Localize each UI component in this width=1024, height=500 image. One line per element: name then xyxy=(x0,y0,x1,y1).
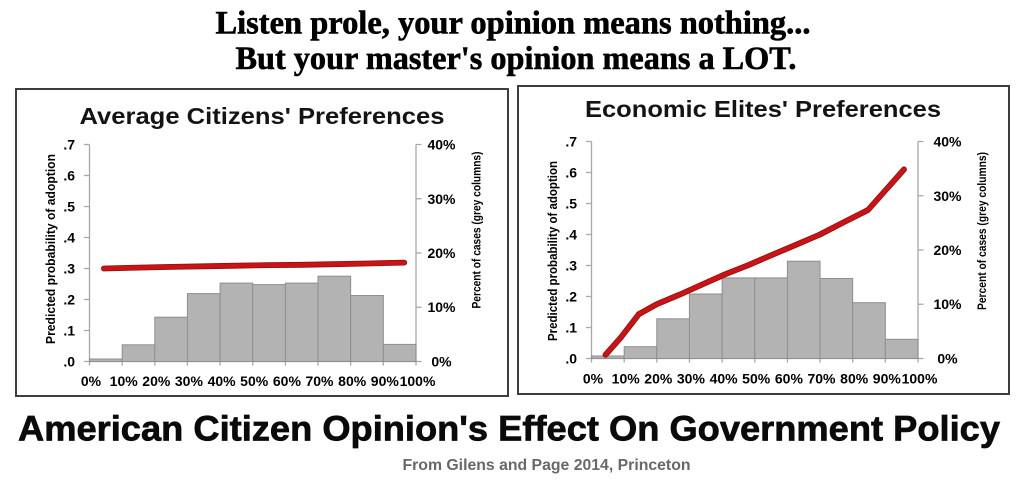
svg-text:Percent of cases (grey columns: Percent of cases (grey columns) xyxy=(975,152,989,310)
svg-text:.1: .1 xyxy=(565,320,577,336)
svg-text:Economic Elites' Preferences: Economic Elites' Preferences xyxy=(585,96,941,122)
svg-text:0%: 0% xyxy=(431,354,452,370)
svg-text:.1: .1 xyxy=(63,323,75,339)
svg-text:.3: .3 xyxy=(63,261,75,277)
svg-text:.2: .2 xyxy=(565,289,577,305)
svg-text:90%: 90% xyxy=(371,373,400,389)
svg-text:.2: .2 xyxy=(63,292,75,308)
svg-text:30%: 30% xyxy=(677,371,706,387)
svg-text:.7: .7 xyxy=(565,134,577,150)
svg-text:100%: 100% xyxy=(902,371,938,387)
svg-text:40%: 40% xyxy=(427,137,456,153)
svg-text:30%: 30% xyxy=(933,188,962,204)
svg-text:70%: 70% xyxy=(305,373,334,389)
svg-text:10%: 10% xyxy=(612,371,641,387)
svg-text:From Gilens and Page 2014, Pri: From Gilens and Page 2014, Princeton xyxy=(403,457,691,474)
svg-text:80%: 80% xyxy=(338,373,367,389)
svg-text:20%: 20% xyxy=(933,242,962,258)
svg-text:20%: 20% xyxy=(427,245,456,261)
svg-text:Predicted probability of adopt: Predicted probability of adoption xyxy=(545,161,560,341)
svg-text:.4: .4 xyxy=(63,230,75,246)
svg-text:Listen prole, your opinion mea: Listen prole, your opinion means nothing… xyxy=(216,6,811,42)
svg-text:50%: 50% xyxy=(742,371,771,387)
svg-text:10%: 10% xyxy=(427,299,456,315)
svg-text:10%: 10% xyxy=(933,296,962,312)
svg-text:40%: 40% xyxy=(933,134,962,150)
svg-text:.3: .3 xyxy=(565,258,577,274)
svg-text:50%: 50% xyxy=(240,373,269,389)
svg-text:60%: 60% xyxy=(273,373,302,389)
svg-text:American Citizen Opinion's Eff: American Citizen Opinion's Effect On Gov… xyxy=(18,410,1001,449)
svg-text:.0: .0 xyxy=(565,351,577,367)
svg-text:10%: 10% xyxy=(110,373,139,389)
svg-text:0%: 0% xyxy=(583,371,604,387)
svg-text:90%: 90% xyxy=(873,371,902,387)
svg-text:40%: 40% xyxy=(710,371,739,387)
svg-text:100%: 100% xyxy=(400,373,436,389)
svg-text:0%: 0% xyxy=(81,373,102,389)
svg-text:.6: .6 xyxy=(63,168,75,184)
svg-text:30%: 30% xyxy=(427,191,456,207)
svg-text:20%: 20% xyxy=(644,371,673,387)
svg-text:40%: 40% xyxy=(208,373,237,389)
svg-text:But your master's opinion mean: But your master's opinion means a LOT. xyxy=(236,41,797,77)
svg-text:20%: 20% xyxy=(142,373,171,389)
svg-text:.5: .5 xyxy=(565,196,577,212)
svg-text:0%: 0% xyxy=(937,351,958,367)
svg-text:.0: .0 xyxy=(63,354,75,370)
svg-text:.4: .4 xyxy=(565,227,577,243)
svg-text:.5: .5 xyxy=(63,199,75,215)
svg-text:.7: .7 xyxy=(63,137,75,153)
svg-text:30%: 30% xyxy=(175,373,204,389)
svg-text:Predicted probability of adopt: Predicted probability of adoption xyxy=(43,154,58,344)
svg-text:Percent of cases (grey columns: Percent of cases (grey columns) xyxy=(470,151,484,308)
svg-text:80%: 80% xyxy=(840,371,869,387)
svg-text:60%: 60% xyxy=(775,371,804,387)
svg-text:70%: 70% xyxy=(807,371,836,387)
svg-text:Average Citizens' Preferences: Average Citizens' Preferences xyxy=(80,103,445,129)
svg-text:.6: .6 xyxy=(565,165,577,181)
